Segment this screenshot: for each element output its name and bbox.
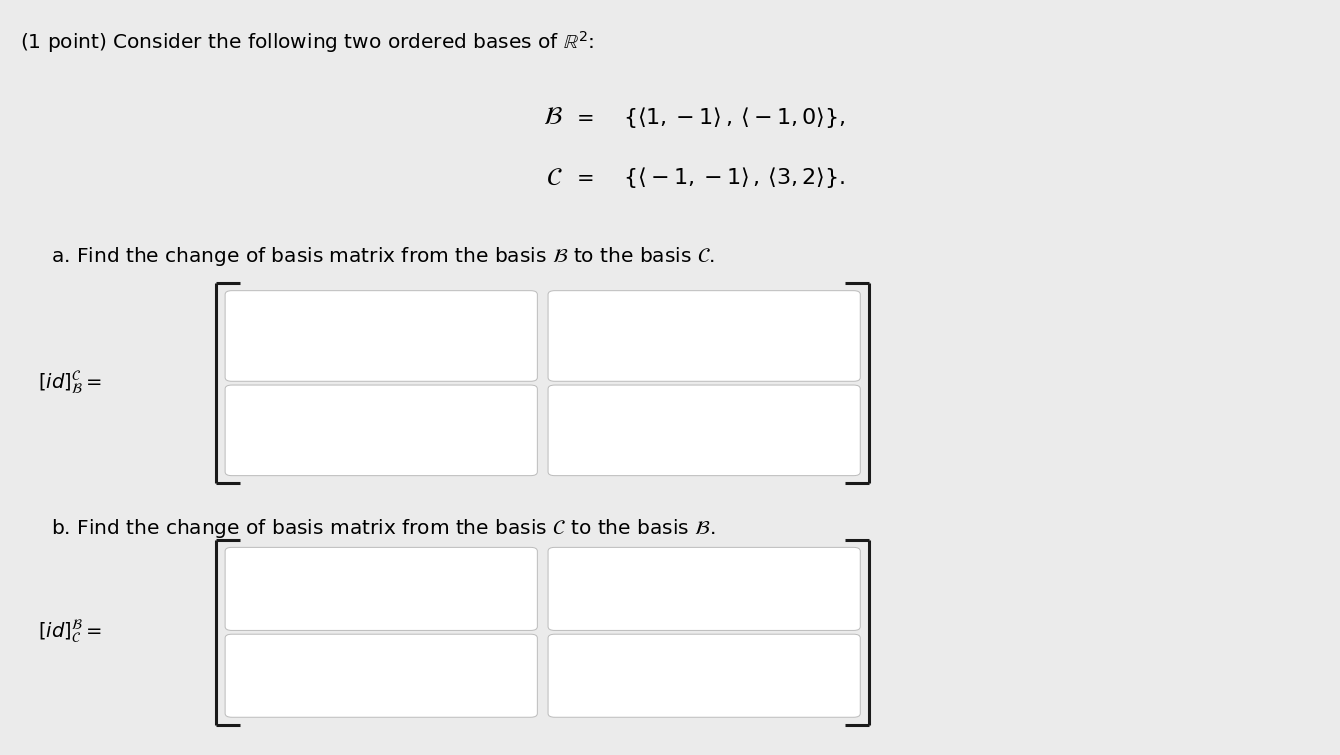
Text: $=$: $=$: [572, 168, 594, 187]
Text: $\{\langle -1, -1\rangle\,,\,\langle 3, 2\rangle\}.$: $\{\langle -1, -1\rangle\,,\,\langle 3, …: [623, 165, 846, 190]
FancyBboxPatch shape: [548, 547, 860, 630]
FancyBboxPatch shape: [225, 547, 537, 630]
Text: $[id]_{\mathcal{B}}^{\mathcal{C}} =$: $[id]_{\mathcal{B}}^{\mathcal{C}} =$: [38, 369, 102, 397]
FancyBboxPatch shape: [548, 385, 860, 476]
Text: (1 point) Consider the following two ordered bases of $\mathbb{R}^2$:: (1 point) Consider the following two ord…: [20, 29, 595, 54]
FancyBboxPatch shape: [548, 291, 860, 381]
FancyBboxPatch shape: [225, 385, 537, 476]
Text: $\mathcal{B}$: $\mathcal{B}$: [543, 105, 563, 129]
Text: $\{\langle 1, -1\rangle\,,\,\langle -1, 0\rangle\},$: $\{\langle 1, -1\rangle\,,\,\langle -1, …: [623, 104, 846, 130]
Text: $\mathcal{C}$: $\mathcal{C}$: [547, 165, 563, 190]
FancyBboxPatch shape: [548, 634, 860, 717]
Text: a. Find the change of basis matrix from the basis $\mathcal{B}$ to the basis $\m: a. Find the change of basis matrix from …: [51, 245, 714, 268]
Text: $=$: $=$: [572, 107, 594, 127]
Text: b. Find the change of basis matrix from the basis $\mathcal{C}$ to the basis $\m: b. Find the change of basis matrix from …: [51, 517, 716, 540]
Text: $[id]_{\mathcal{C}}^{\mathcal{B}} =$: $[id]_{\mathcal{C}}^{\mathcal{B}} =$: [38, 618, 102, 646]
FancyBboxPatch shape: [225, 634, 537, 717]
FancyBboxPatch shape: [225, 291, 537, 381]
